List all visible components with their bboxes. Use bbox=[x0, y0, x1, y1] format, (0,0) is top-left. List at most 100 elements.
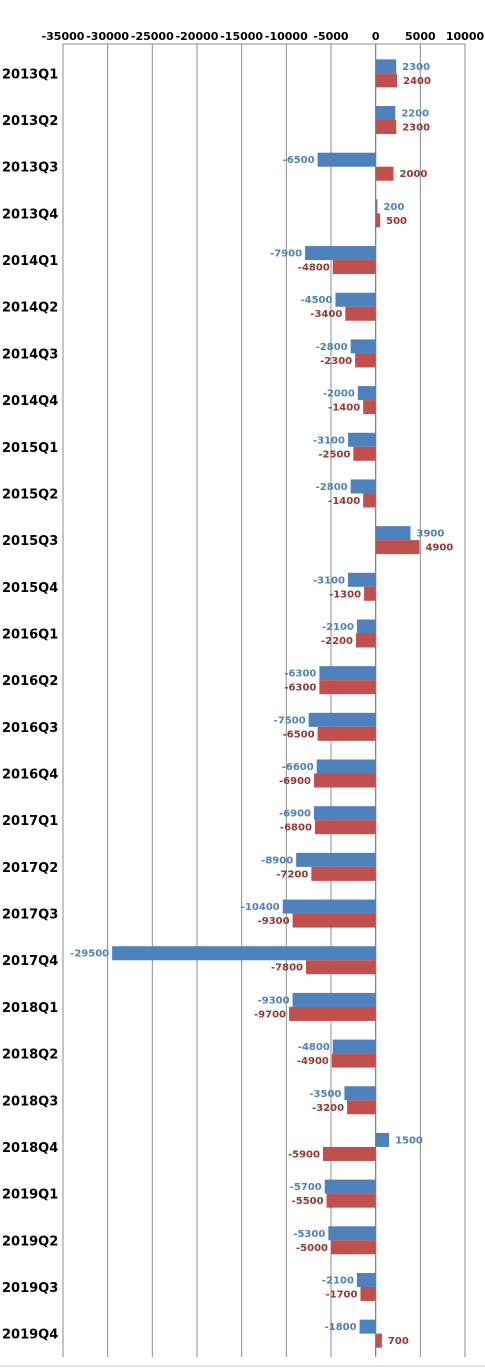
data-label: -7900 bbox=[270, 249, 302, 260]
data-label: -4800 bbox=[298, 263, 330, 274]
x-tick-label: 10000 bbox=[446, 30, 485, 43]
data-label: -10400 bbox=[241, 902, 280, 913]
data-label: -3500 bbox=[309, 1089, 341, 1100]
bar bbox=[347, 572, 376, 587]
bar bbox=[292, 992, 376, 1007]
data-label: -6300 bbox=[284, 683, 316, 694]
bar bbox=[375, 540, 420, 555]
category-label: 2015Q3 bbox=[2, 534, 58, 549]
x-tick-label: -5000 bbox=[313, 30, 349, 43]
data-label: -3100 bbox=[313, 575, 345, 586]
bar bbox=[375, 166, 394, 181]
bar bbox=[363, 400, 376, 415]
data-label: -3400 bbox=[310, 309, 342, 320]
data-label: -9300 bbox=[258, 995, 290, 1006]
category-label: 2016Q4 bbox=[2, 768, 58, 783]
data-label: 4900 bbox=[425, 543, 453, 554]
bar bbox=[356, 633, 376, 648]
bar bbox=[375, 73, 398, 88]
bar bbox=[350, 479, 376, 494]
category-label: 2015Q1 bbox=[2, 441, 58, 456]
data-label: -1800 bbox=[325, 1322, 357, 1333]
bar bbox=[335, 292, 376, 307]
data-label: 2000 bbox=[400, 169, 428, 180]
data-label: -2800 bbox=[316, 342, 348, 353]
bar bbox=[344, 1086, 376, 1101]
category-label: 2019Q2 bbox=[2, 1234, 58, 1249]
category-label: 2017Q4 bbox=[2, 954, 58, 969]
category-label: 2014Q1 bbox=[2, 254, 58, 269]
bar bbox=[356, 619, 376, 634]
data-label: 2300 bbox=[402, 123, 430, 134]
bar bbox=[355, 353, 376, 368]
x-tick-label: -15000 bbox=[220, 30, 263, 43]
bar bbox=[311, 866, 376, 881]
x-tick-label: 0 bbox=[372, 30, 380, 43]
bar bbox=[332, 260, 376, 275]
data-label: -1400 bbox=[328, 496, 360, 507]
data-label: 2300 bbox=[402, 62, 430, 73]
data-label: -4800 bbox=[298, 1042, 330, 1053]
data-label: -4500 bbox=[300, 295, 332, 306]
x-tick-label: -25000 bbox=[131, 30, 174, 43]
category-label: 2018Q3 bbox=[2, 1094, 58, 1109]
bar bbox=[332, 1039, 376, 1054]
data-label: -5500 bbox=[292, 1196, 324, 1207]
x-tick-label: -35000 bbox=[42, 30, 85, 43]
data-label: -3200 bbox=[312, 1103, 344, 1114]
bar bbox=[112, 946, 376, 961]
category-label: 2013Q2 bbox=[2, 114, 58, 129]
data-label: -29500 bbox=[70, 949, 109, 960]
bar bbox=[322, 1146, 376, 1161]
data-label: -2500 bbox=[318, 449, 350, 460]
category-label: 2017Q1 bbox=[2, 814, 58, 829]
bar bbox=[331, 1240, 376, 1255]
bar bbox=[375, 120, 397, 135]
data-label: -5700 bbox=[290, 1182, 322, 1193]
bar bbox=[326, 1193, 376, 1208]
bar bbox=[282, 899, 376, 914]
data-label: 500 bbox=[386, 216, 407, 227]
category-label: 2016Q2 bbox=[2, 674, 58, 689]
x-tick-label: 5000 bbox=[405, 30, 436, 43]
bar bbox=[360, 1286, 376, 1301]
bar bbox=[331, 1053, 376, 1068]
data-label: 3900 bbox=[417, 529, 445, 540]
bar bbox=[314, 820, 376, 835]
bar bbox=[296, 852, 376, 867]
data-label: -7200 bbox=[276, 869, 308, 880]
bar bbox=[375, 526, 411, 541]
data-label: -1700 bbox=[325, 1289, 357, 1300]
x-tick-label: -30000 bbox=[86, 30, 129, 43]
data-label: -6800 bbox=[280, 823, 312, 834]
bar bbox=[353, 446, 376, 461]
category-label: 2015Q2 bbox=[2, 487, 58, 502]
data-label: -2300 bbox=[320, 356, 352, 367]
bar bbox=[314, 773, 376, 788]
data-label: -2200 bbox=[321, 636, 353, 647]
bar bbox=[328, 1226, 376, 1241]
data-label: 2400 bbox=[403, 76, 431, 87]
bar bbox=[375, 1333, 382, 1348]
data-label: -7500 bbox=[274, 715, 306, 726]
data-label: 2200 bbox=[401, 109, 429, 120]
bar bbox=[316, 759, 376, 774]
bar bbox=[319, 680, 376, 695]
bar bbox=[375, 213, 381, 228]
bar bbox=[375, 1132, 390, 1147]
data-label: -3100 bbox=[313, 435, 345, 446]
category-label: 2013Q4 bbox=[2, 207, 58, 222]
bar bbox=[292, 913, 376, 928]
bar bbox=[357, 386, 376, 401]
data-label: -1300 bbox=[329, 589, 361, 600]
bar bbox=[347, 432, 376, 447]
data-label: -2000 bbox=[323, 389, 355, 400]
data-label: 200 bbox=[383, 202, 404, 213]
category-label: 2018Q1 bbox=[2, 1001, 58, 1016]
bar bbox=[375, 199, 378, 214]
data-label: -9700 bbox=[254, 1009, 286, 1020]
data-label: -5300 bbox=[293, 1229, 325, 1240]
bar bbox=[289, 1006, 376, 1021]
data-label: -2100 bbox=[322, 622, 354, 633]
